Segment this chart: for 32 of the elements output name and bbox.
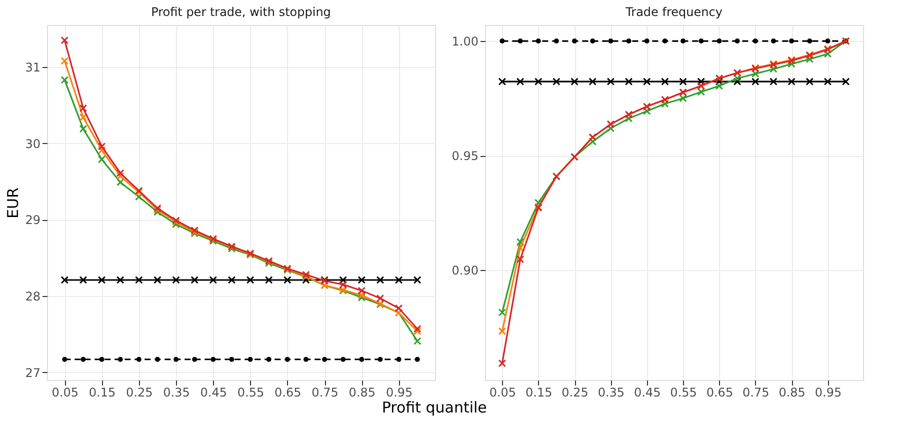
y-tick-label: 27 [25, 366, 40, 380]
y-tick-label: 1.00 [452, 34, 478, 49]
x-tick-label: 0.05 [52, 386, 78, 400]
x-tick-label: 0.75 [312, 386, 338, 400]
x-tick-label: 0.35 [598, 386, 625, 400]
y-tick-label: 28 [25, 290, 40, 304]
y-tick-label: 0.95 [452, 149, 478, 164]
x-tick-label: 0.25 [126, 386, 153, 400]
x-tick-label: 0.15 [525, 386, 552, 400]
x-tick-label: 0.95 [814, 386, 842, 400]
x-axis-title: Profit quantile [382, 398, 487, 416]
x-tick-label: 0.65 [274, 386, 302, 400]
x-tick-label: 0.25 [562, 386, 588, 400]
chart-title: Profit per trade, with stopping [151, 5, 331, 19]
x-tick-label: 0.85 [348, 386, 376, 400]
x-tick-label: 0.85 [778, 386, 806, 400]
x-tick-label: 0.15 [88, 386, 116, 400]
y-tick-label: 0.90 [452, 264, 478, 278]
y-tick-label: 30 [25, 136, 40, 151]
x-tick-label: 0.05 [489, 386, 516, 400]
x-tick-label: 0.55 [670, 386, 697, 400]
x-tick-label: 0.65 [706, 386, 734, 400]
y-axis-title: EUR [4, 188, 22, 218]
x-tick-label: 0.45 [200, 386, 228, 400]
x-tick-label: 0.95 [386, 386, 413, 400]
x-tick-label: 0.45 [634, 386, 661, 400]
y-tick-label: 29 [25, 213, 40, 228]
x-tick-label: 0.35 [163, 386, 190, 400]
x-tick-label: 0.75 [742, 386, 770, 400]
chart-title: Trade frequency [624, 5, 722, 19]
y-tick-label: 31 [25, 60, 40, 74]
x-tick-label: 0.55 [237, 386, 264, 400]
